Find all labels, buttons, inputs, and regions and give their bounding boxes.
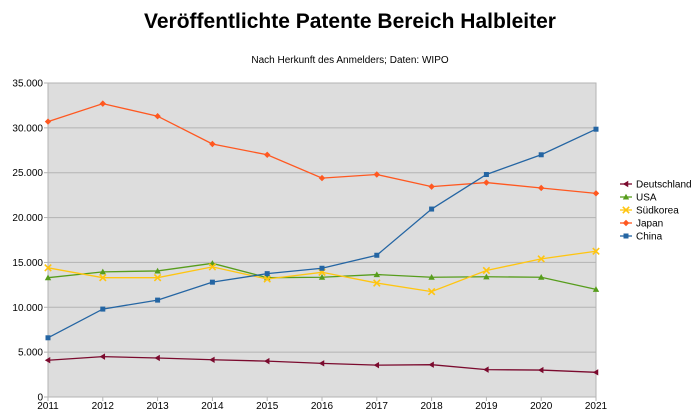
legend-label: Südkorea [636, 206, 679, 217]
data-point-japan [483, 179, 490, 186]
legend-marker [622, 193, 630, 200]
series-deutschland[interactable] [44, 353, 599, 376]
data-point-china [209, 279, 215, 285]
series-usa[interactable] [44, 260, 600, 292]
x-tick-label: 2020 [530, 401, 553, 412]
data-point-japan [209, 140, 216, 148]
data-point-deutschland [538, 366, 544, 374]
series-layer [44, 100, 600, 376]
data-point-suedkorea [99, 273, 107, 282]
data-point-japan [44, 118, 52, 125]
x-tick-label: 2011 [37, 401, 59, 412]
plot-border [47, 82, 597, 398]
legend[interactable]: Deutschland USA Südkorea Japan China [620, 180, 692, 243]
chart-title: Veröffentlichte Patente Bereich Halbleit… [144, 10, 556, 33]
data-point-suedkorea [427, 287, 436, 296]
data-point-suedkorea [482, 266, 491, 275]
data-point-china [45, 335, 51, 341]
data-point-china [429, 206, 435, 212]
series-china[interactable] [45, 126, 599, 341]
data-point-japan [154, 112, 161, 120]
data-point-deutschland [264, 357, 270, 365]
data-point-usa [428, 274, 435, 280]
data-point-deutschland [154, 354, 160, 362]
x-tick-label: 2018 [420, 401, 443, 412]
x-tick-label: 2017 [366, 401, 389, 412]
data-point-china [593, 126, 599, 132]
x-tick-label: 2012 [92, 401, 115, 412]
data-point-japan [373, 171, 380, 178]
data-point-usa [44, 274, 52, 281]
y-tick-label: 10.000 [12, 303, 43, 314]
data-point-usa [538, 274, 545, 280]
x-tick-label: 2016 [311, 401, 334, 412]
data-point-china [538, 152, 544, 158]
data-point-japan [428, 183, 435, 190]
y-tick-label: 20.000 [12, 213, 43, 224]
y-tick-label: 0 [37, 393, 43, 404]
x-tick-label: 2013 [146, 401, 169, 412]
y-tick-label: 5.000 [18, 348, 43, 359]
data-point-suedkorea [153, 273, 162, 282]
data-point-suedkorea [373, 279, 381, 287]
y-tick-label: 30.000 [12, 123, 43, 134]
data-point-suedkorea [592, 247, 600, 255]
data-point-usa [592, 286, 600, 292]
data-point-china [319, 265, 325, 271]
data-point-deutschland [44, 357, 51, 364]
legend-item-deutschland[interactable]: Deutschland [620, 180, 692, 191]
data-point-china [100, 306, 106, 312]
data-point-japan [592, 190, 600, 197]
data-point-japan [99, 100, 106, 107]
data-point-suedkorea [208, 263, 217, 271]
data-point-deutschland [592, 369, 599, 376]
data-point-china [374, 252, 380, 258]
legend-item-china[interactable]: China [620, 232, 663, 243]
legend-marker [622, 206, 630, 214]
data-point-usa [318, 274, 326, 280]
legend-label: Deutschland [636, 180, 692, 191]
data-point-japan [264, 151, 271, 158]
x-tick-label: 2021 [585, 401, 608, 412]
data-point-deutschland [209, 356, 215, 363]
x-tick-label: 2019 [475, 401, 498, 412]
data-point-usa [99, 268, 106, 275]
data-point-japan [318, 174, 326, 182]
data-point-china [483, 172, 489, 178]
x-tick-label: 2014 [201, 401, 224, 412]
data-point-japan [538, 184, 545, 192]
axes: 0 5.000 10.000 15.000 20.000 25.000 30.000 35.0… [12, 79, 607, 413]
legend-marker [623, 233, 629, 239]
y-tick-label: 15.000 [12, 258, 43, 269]
series-suedkorea[interactable] [44, 247, 600, 296]
data-point-deutschland [373, 361, 380, 369]
data-point-suedkorea [44, 264, 52, 272]
plot-area [48, 83, 596, 397]
data-point-china [264, 271, 270, 277]
x-tick-label: 2015 [256, 401, 279, 412]
series-japan[interactable] [44, 100, 600, 197]
data-point-deutschland [483, 366, 489, 373]
legend-item-usa[interactable]: USA [620, 193, 657, 204]
legend-item-suedkorea[interactable]: Südkorea [620, 206, 679, 217]
data-point-china [155, 297, 161, 303]
data-point-suedkorea [263, 275, 271, 283]
legend-label: USA [636, 193, 657, 204]
data-point-deutschland [99, 353, 106, 360]
chart-subtitle: Nach Herkunft des Anmelders; Daten: WIPO [251, 55, 449, 66]
y-tick-label: 35.000 [12, 79, 43, 90]
legend-item-japan[interactable]: Japan [620, 219, 663, 230]
data-point-suedkorea [537, 255, 545, 263]
legend-marker [622, 219, 630, 227]
data-point-deutschland [318, 360, 325, 367]
y-tick-label: 25.000 [12, 168, 43, 179]
legend-label: China [636, 232, 663, 243]
legend-marker [622, 180, 629, 188]
legend-label: Japan [636, 219, 663, 230]
data-point-usa [483, 273, 490, 280]
data-point-deutschland [428, 361, 434, 368]
data-point-usa [373, 271, 380, 278]
data-point-usa [154, 267, 161, 274]
